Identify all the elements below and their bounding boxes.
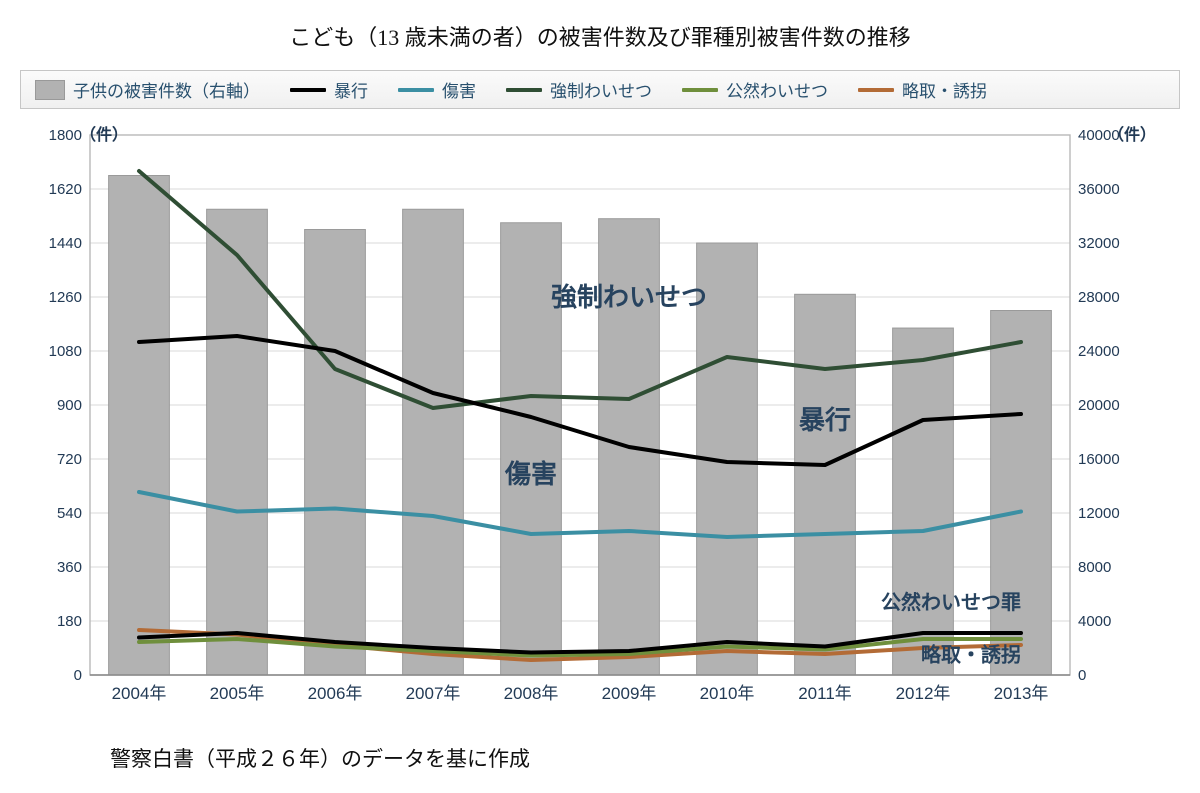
svg-text:540: 540 [57,505,82,522]
legend-item-l5: 略取・誘拐 [858,77,987,102]
footnote: 警察白書（平成２６年）のデータを基に作成 [110,743,1180,773]
svg-text:720: 720 [57,451,82,468]
svg-text:2007年: 2007年 [406,684,461,703]
svg-text:2006年: 2006年 [308,684,363,703]
axis-unit-left: （件） [80,121,128,145]
svg-text:32000: 32000 [1078,235,1120,252]
svg-text:180: 180 [57,613,82,630]
svg-text:1260: 1260 [49,289,82,306]
svg-text:900: 900 [57,397,82,414]
svg-text:0: 0 [1078,667,1086,684]
svg-text:強制わいせつ: 強制わいせつ [551,282,707,312]
svg-text:8000: 8000 [1078,559,1111,576]
svg-text:2012年: 2012年 [896,684,951,703]
svg-text:傷害: 傷害 [504,459,557,489]
svg-text:20000: 20000 [1078,397,1120,414]
svg-text:略取・誘拐: 略取・誘拐 [921,643,1021,667]
svg-text:2013年: 2013年 [994,684,1049,703]
svg-text:1440: 1440 [49,235,82,252]
legend: 子供の被害件数（右軸） 暴行 傷害 強制わいせつ 公然わいせつ 略取・誘拐 [20,70,1180,109]
legend-item-l2: 傷害 [398,77,476,102]
svg-text:0: 0 [74,667,82,684]
svg-text:2010年: 2010年 [700,684,755,703]
svg-text:1080: 1080 [49,343,82,360]
line-swatch-l4 [682,88,718,92]
svg-text:2008年: 2008年 [504,684,559,703]
axis-unit-right: （件） [1108,121,1156,145]
chart-svg: 0 180 360 540 720 900 1080 1260 1440 1620 1800 0 400… [20,125,1140,715]
svg-text:2009年: 2009年 [602,684,657,703]
line-swatch-l2 [398,88,434,92]
svg-text:36000: 36000 [1078,181,1120,198]
line-swatch-l1 [290,88,326,92]
svg-text:360: 360 [57,559,82,576]
svg-text:暴行: 暴行 [799,405,851,435]
legend-label-l4: 公然わいせつ [726,77,828,102]
legend-item-l1: 暴行 [290,77,368,102]
legend-label-l3: 強制わいせつ [550,77,652,102]
legend-label-bar: 子供の被害件数（右軸） [73,77,260,102]
line-swatch-l3 [506,88,542,92]
legend-item-l4: 公然わいせつ [682,77,828,102]
svg-text:28000: 28000 [1078,289,1120,306]
svg-text:2004年: 2004年 [112,684,167,703]
legend-label-l1: 暴行 [334,77,368,102]
svg-text:1620: 1620 [49,181,82,198]
bar-swatch [35,80,65,100]
svg-text:12000: 12000 [1078,505,1120,522]
legend-label-l5: 略取・誘拐 [902,77,987,102]
svg-text:4000: 4000 [1078,613,1111,630]
svg-text:24000: 24000 [1078,343,1120,360]
legend-item-bar: 子供の被害件数（右軸） [35,77,260,102]
svg-text:2011年: 2011年 [798,684,852,703]
svg-text:2005年: 2005年 [210,684,265,703]
svg-text:1800: 1800 [49,127,82,144]
svg-text:公然わいせつ罪: 公然わいせつ罪 [881,590,1021,614]
chart-title: こども（13 歳未満の者）の被害件数及び罪種別被害件数の推移 [20,20,1180,52]
legend-label-l2: 傷害 [442,77,476,102]
svg-text:16000: 16000 [1078,451,1120,468]
plot-zone: （件） （件） 01803605407209001080126014401620… [20,125,1180,715]
line-swatch-l5 [858,88,894,92]
legend-item-l3: 強制わいせつ [506,77,652,102]
